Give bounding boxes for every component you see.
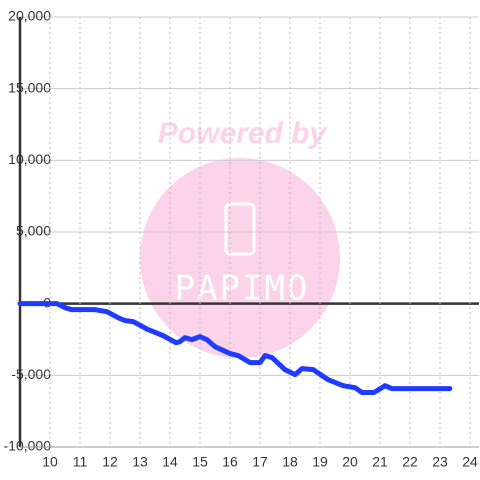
x-tick-label: 11 (73, 454, 88, 470)
y-tick-label: 20,000 (8, 8, 51, 24)
x-tick-label: 20 (342, 454, 358, 470)
series-line (17, 301, 453, 396)
y-tick-label: 5,000 (16, 223, 51, 239)
x-tick-label: 24 (462, 454, 478, 470)
y-tick-label: 10,000 (8, 151, 51, 167)
x-tick-label: 23 (432, 454, 448, 470)
watermark-icon (224, 202, 256, 256)
watermark-text: Powered by (158, 117, 328, 150)
x-tick-label: 12 (102, 454, 118, 470)
x-tick-label: 13 (132, 454, 148, 470)
y-tick-label: -10,000 (4, 438, 52, 454)
watermark-logo: PAPIMO (175, 269, 310, 309)
y-tick-label: -5,000 (11, 366, 51, 382)
x-tick-label: 15 (192, 454, 208, 470)
x-tick-label: 17 (252, 454, 268, 470)
x-tick-label: 22 (402, 454, 418, 470)
x-tick-label: 21 (372, 454, 388, 470)
y-tick-label: 15,000 (8, 79, 51, 95)
x-tick-label: 18 (282, 454, 298, 470)
x-tick-label: 16 (222, 454, 238, 470)
x-tick-label: 14 (162, 454, 178, 470)
x-tick-label: 19 (312, 454, 328, 470)
x-tick-label: 10 (42, 454, 58, 470)
